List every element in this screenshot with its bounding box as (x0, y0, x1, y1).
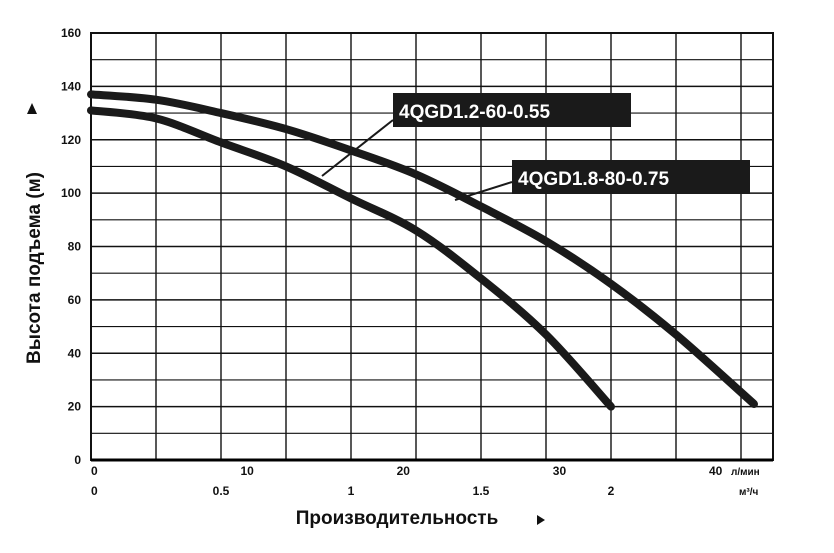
y-tick-label: 20 (68, 400, 82, 414)
x-tick-label-lmin: 40 (709, 464, 723, 478)
series-label-box (512, 160, 750, 194)
y-axis-arrow-icon (27, 103, 37, 114)
x-tick-label-m3h: 0.5 (213, 484, 230, 498)
y-tick-label: 100 (61, 186, 81, 200)
curve-2 (87, 90, 758, 408)
x-tick-label-m3h: 1.5 (473, 484, 490, 498)
x-tick-labels: 0 10 20 30 40 л/мин 0 0.5 1 1.5 2 м³/ч (91, 464, 760, 498)
y-tick-label: 0 (74, 453, 81, 467)
series-label-text: 4QGD1.2-60-0.55 (399, 102, 550, 123)
x-tick-label-m3h: 1 (348, 484, 355, 498)
y-tick-label: 140 (61, 79, 81, 93)
label-leader-line (321, 119, 394, 177)
x-tick-label-lmin: 20 (397, 464, 411, 478)
y-axis-title: Высота подъема (м) (24, 172, 45, 364)
x-axis-arrow-icon (537, 515, 545, 525)
x-tick-label-m3h: 2 (608, 484, 615, 498)
y-tick-labels: 0 20 40 60 80 100 120 140 160 (61, 26, 81, 467)
y-tick-label: 120 (61, 133, 81, 147)
x-unit-m3h: м³/ч (739, 487, 759, 498)
x-unit-lmin: л/мин (731, 467, 760, 478)
y-tick-label: 80 (68, 240, 82, 254)
performance-curves (87, 90, 758, 411)
x-tick-label-lmin: 0 (91, 464, 98, 478)
series-label-box (393, 93, 631, 127)
x-tick-label-lmin: 30 (553, 464, 567, 478)
chart-grid (90, 32, 774, 462)
label-leader-line (454, 181, 513, 201)
y-tick-label: 60 (68, 293, 82, 307)
series-labels: 4QGD1.2-60-0.55 4QGD1.8-80-0.75 (321, 93, 750, 201)
x-axis-title: Производительность (296, 508, 499, 529)
y-tick-label: 40 (68, 346, 82, 360)
curve-1 (87, 106, 615, 411)
x-tick-label-lmin: 10 (240, 464, 254, 478)
x-tick-label-m3h: 0 (91, 484, 98, 498)
series-label-text: 4QGD1.8-80-0.75 (518, 169, 669, 190)
y-tick-label: 160 (61, 26, 81, 40)
